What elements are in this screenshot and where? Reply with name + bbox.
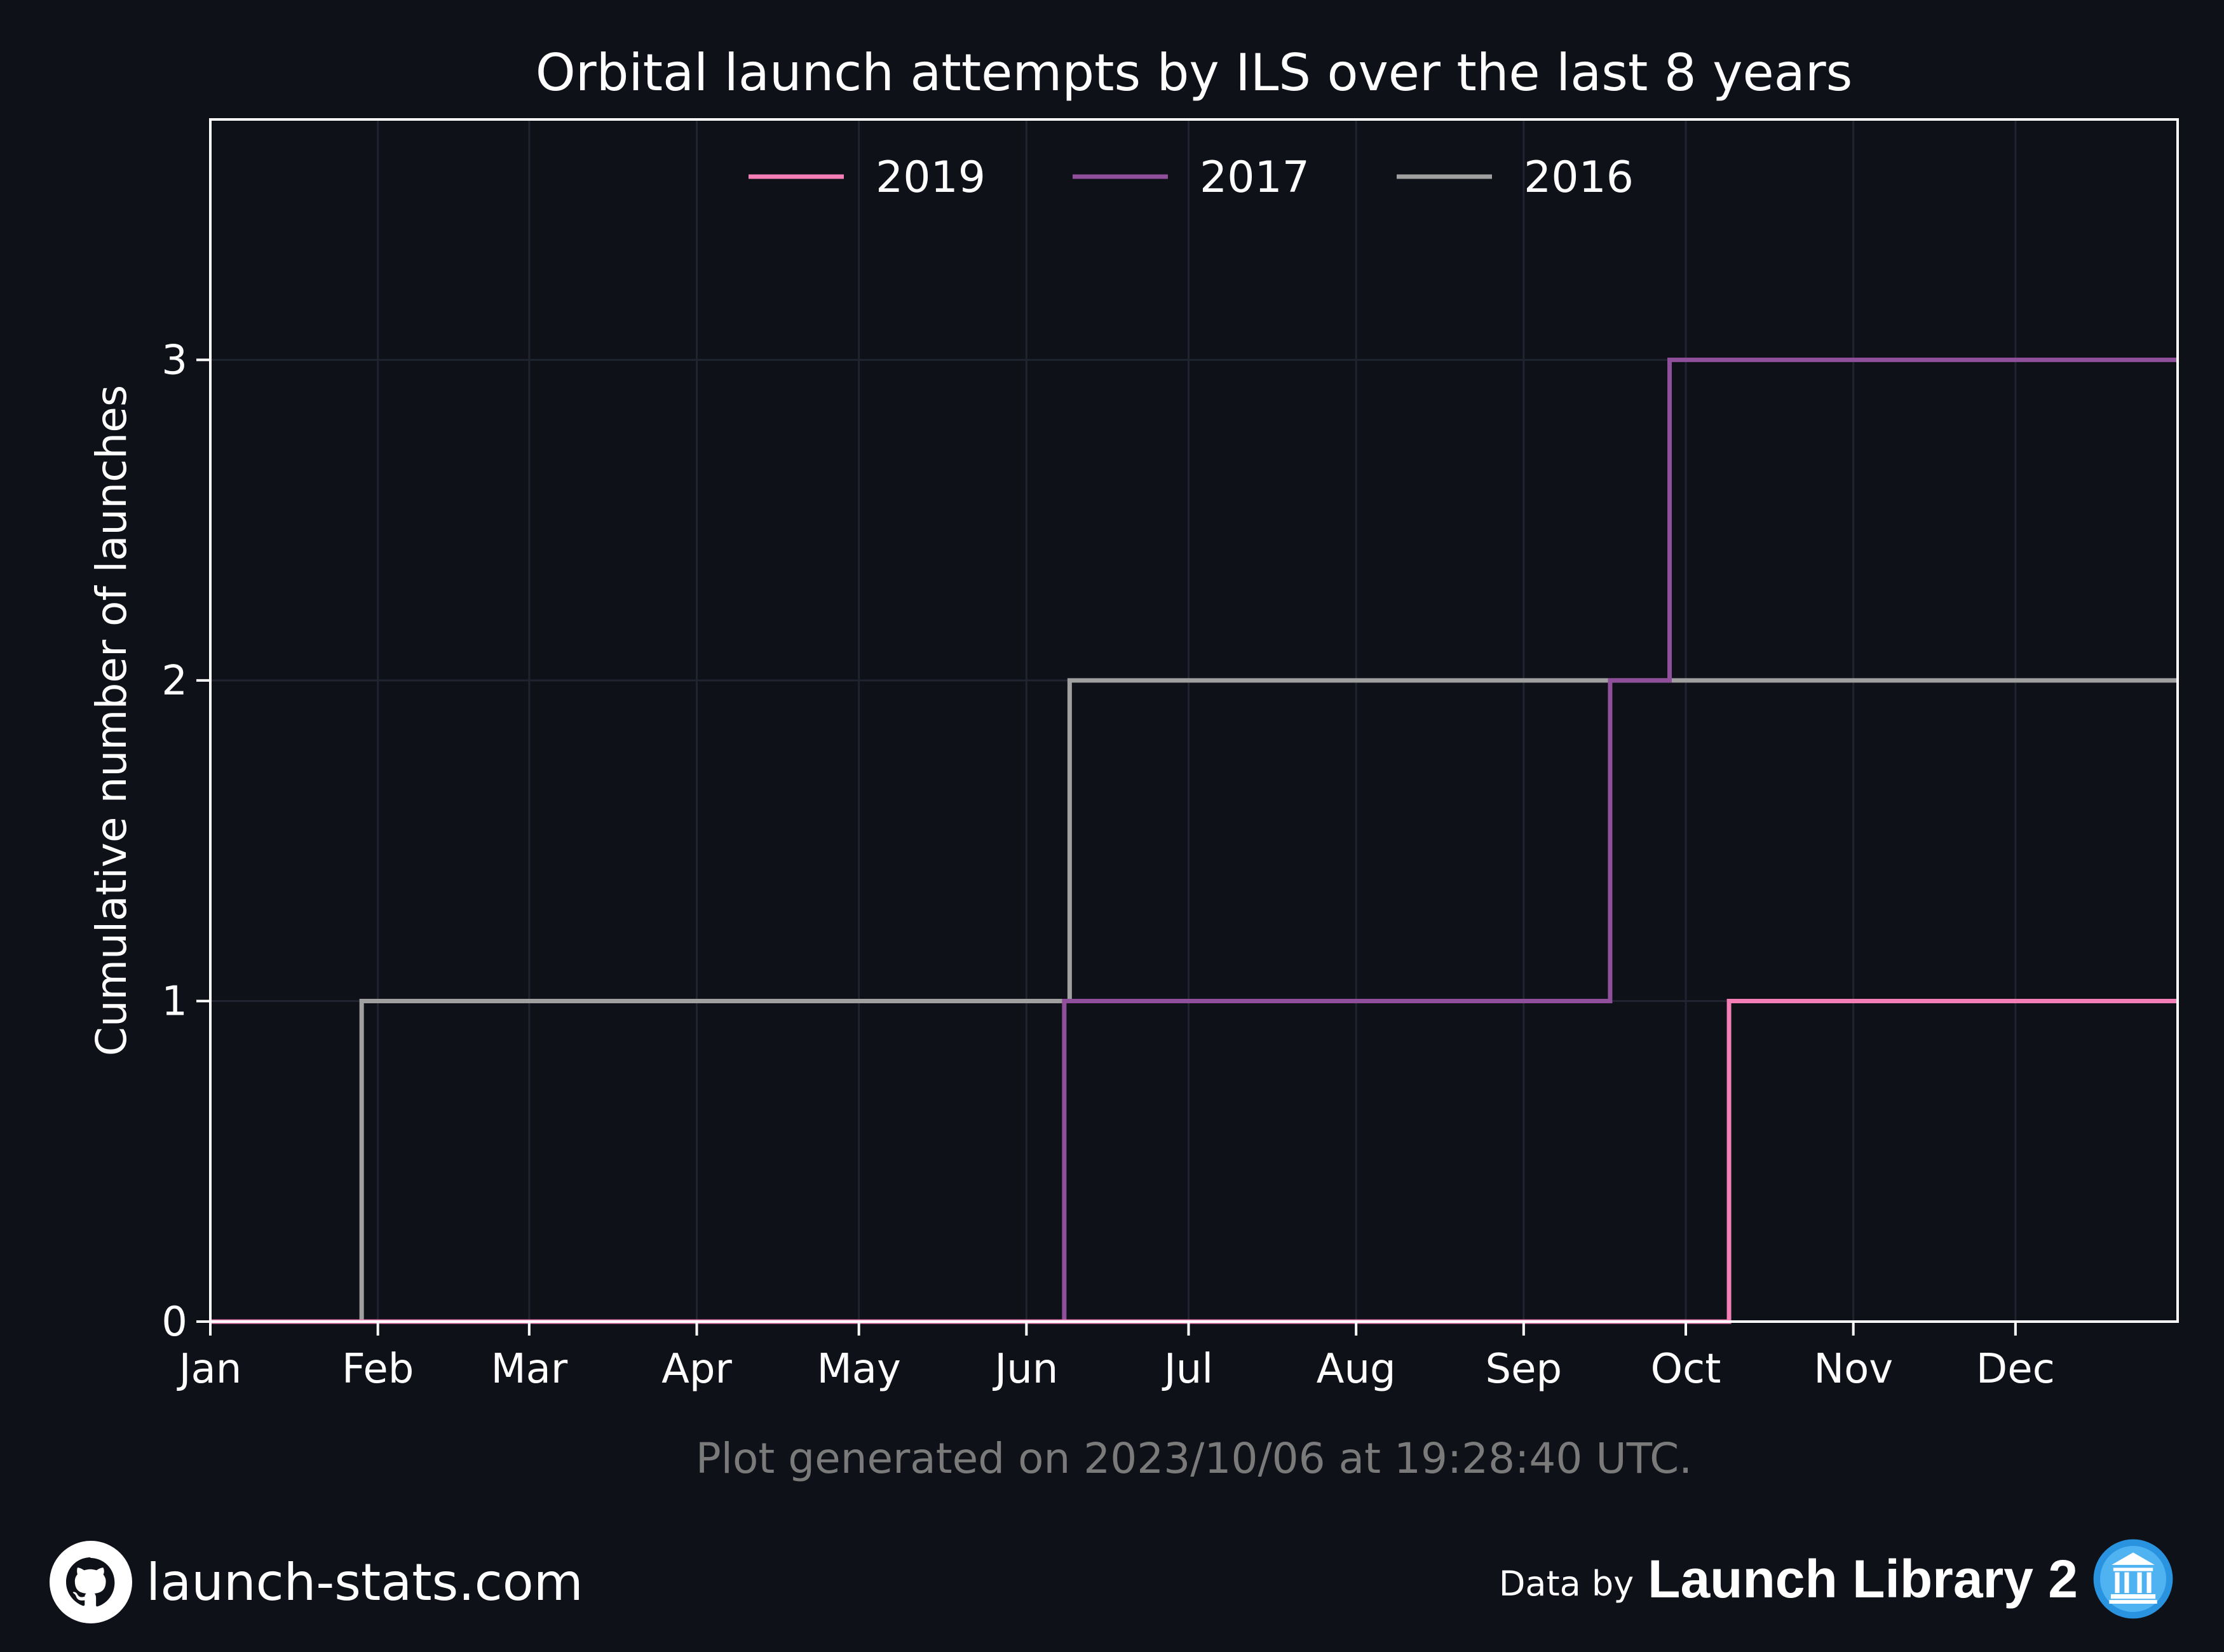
site-name: launch-stats.com	[146, 1552, 583, 1612]
series-line-2017	[210, 357, 2178, 1324]
series-lines	[210, 357, 2178, 1324]
y-tick-label: 3	[161, 337, 187, 384]
x-tick-label: Jun	[992, 1346, 1058, 1393]
x-tick-label: Oct	[1651, 1346, 1721, 1393]
data-source-name: Launch Library 2	[1648, 1548, 2078, 1609]
chart-title: Orbital launch attempts by ILS over the …	[536, 43, 1853, 102]
y-tick-label: 0	[161, 1299, 187, 1346]
series-line-2019	[210, 998, 2178, 1324]
y-axis: 0 1 2 3	[161, 337, 210, 1346]
generated-note: Plot generated on 2023/10/06 at 19:28:40…	[696, 1434, 1692, 1483]
data-by-label: Data by	[1498, 1563, 1634, 1604]
data-source-credit[interactable]: Data by Launch Library 2	[1499, 1534, 2174, 1623]
x-tick-label: Apr	[661, 1346, 732, 1393]
plot-frame	[209, 118, 2179, 1323]
x-tick-label: Sep	[1486, 1346, 1563, 1393]
legend-label-2016: 2016	[1524, 152, 1634, 203]
y-tick-label: 2	[161, 658, 187, 705]
x-tick-label: Mar	[491, 1346, 567, 1393]
x-tick-label: Aug	[1317, 1346, 1396, 1393]
site-credit[interactable]: launch-stats.com	[50, 1541, 583, 1623]
x-tick-label: Jan	[177, 1346, 242, 1393]
launch-library-icon	[2093, 1539, 2173, 1619]
legend-label-2019: 2019	[876, 152, 986, 203]
x-tick-label: Jul	[1162, 1346, 1213, 1393]
legend: 2019 2017 2016	[749, 152, 1634, 203]
github-icon	[50, 1541, 132, 1623]
x-tick-label: Nov	[1814, 1346, 1893, 1393]
x-tick-label: May	[817, 1346, 901, 1393]
x-tick-label: Feb	[342, 1346, 414, 1393]
x-tick-label: Dec	[1976, 1346, 2055, 1393]
x-axis: Jan Feb Mar Apr May Jun Jul Aug Sep Oct Nov Dec	[177, 1322, 2055, 1393]
legend-label-2017: 2017	[1200, 152, 1310, 203]
y-tick-label: 1	[161, 978, 187, 1025]
grid-lines	[209, 119, 2178, 1323]
y-axis-label: Cumulative number of launches	[87, 385, 136, 1056]
